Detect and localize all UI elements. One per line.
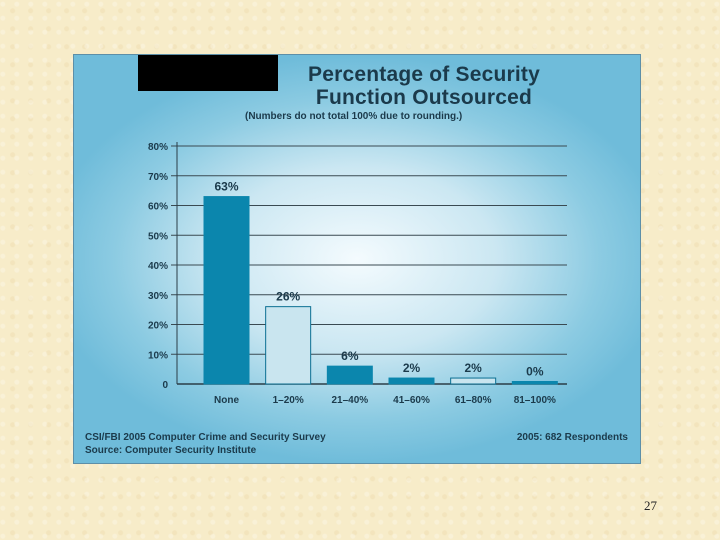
x-category-label: None [214,395,239,406]
bar-value-label: 2% [464,361,482,375]
bar-value-label: 63% [214,180,238,194]
x-category-label: 21–40% [331,395,368,406]
y-tick-label: 30% [148,291,168,302]
y-tick-label: 40% [148,261,168,272]
respondents-count: 2005: 682 Respondents [516,432,628,443]
bar-5 [450,377,497,385]
y-tick-label: 10% [148,350,168,361]
y-tick-label: 0 [162,380,168,391]
x-category-label: 1–20% [273,395,304,406]
x-category-label: 41–60% [393,395,430,406]
source-credit: Source: Computer Security Institute [85,445,257,456]
bar-3 [326,365,373,385]
y-tick-label: 80% [148,142,168,153]
bar-6 [511,381,558,385]
y-tick-label: 20% [148,321,168,332]
bar-2 [265,306,312,385]
y-tick-label: 50% [148,231,168,242]
bar-value-label: 6% [341,349,359,363]
page-number: 27 [644,498,657,513]
y-tick-label: 60% [148,202,168,213]
bar-value-label: 26% [276,290,300,304]
redaction-box [138,55,278,91]
bar-value-label: 2% [403,361,421,375]
bar-4 [388,377,435,385]
bar-chart: 0 10% 20% 30% 40% 50% 60% 70% 80% 63% None 26% 1–20%… [148,142,567,406]
survey-name: CSI/FBI 2005 Computer Crime and Security… [85,432,326,443]
chart-panel: Percentage of Security Function Outsourc… [73,54,641,464]
y-tick-label: 70% [148,172,168,183]
chart-subtitle: (Numbers do not total 100% due to roundi… [245,111,463,122]
x-category-label: 81–100% [514,395,556,406]
bar-1 [203,196,250,385]
bar-value-label: 0% [526,365,544,379]
x-category-label: 61–80% [455,395,492,406]
chart-title: Percentage of Security Function Outsourc… [308,63,540,109]
